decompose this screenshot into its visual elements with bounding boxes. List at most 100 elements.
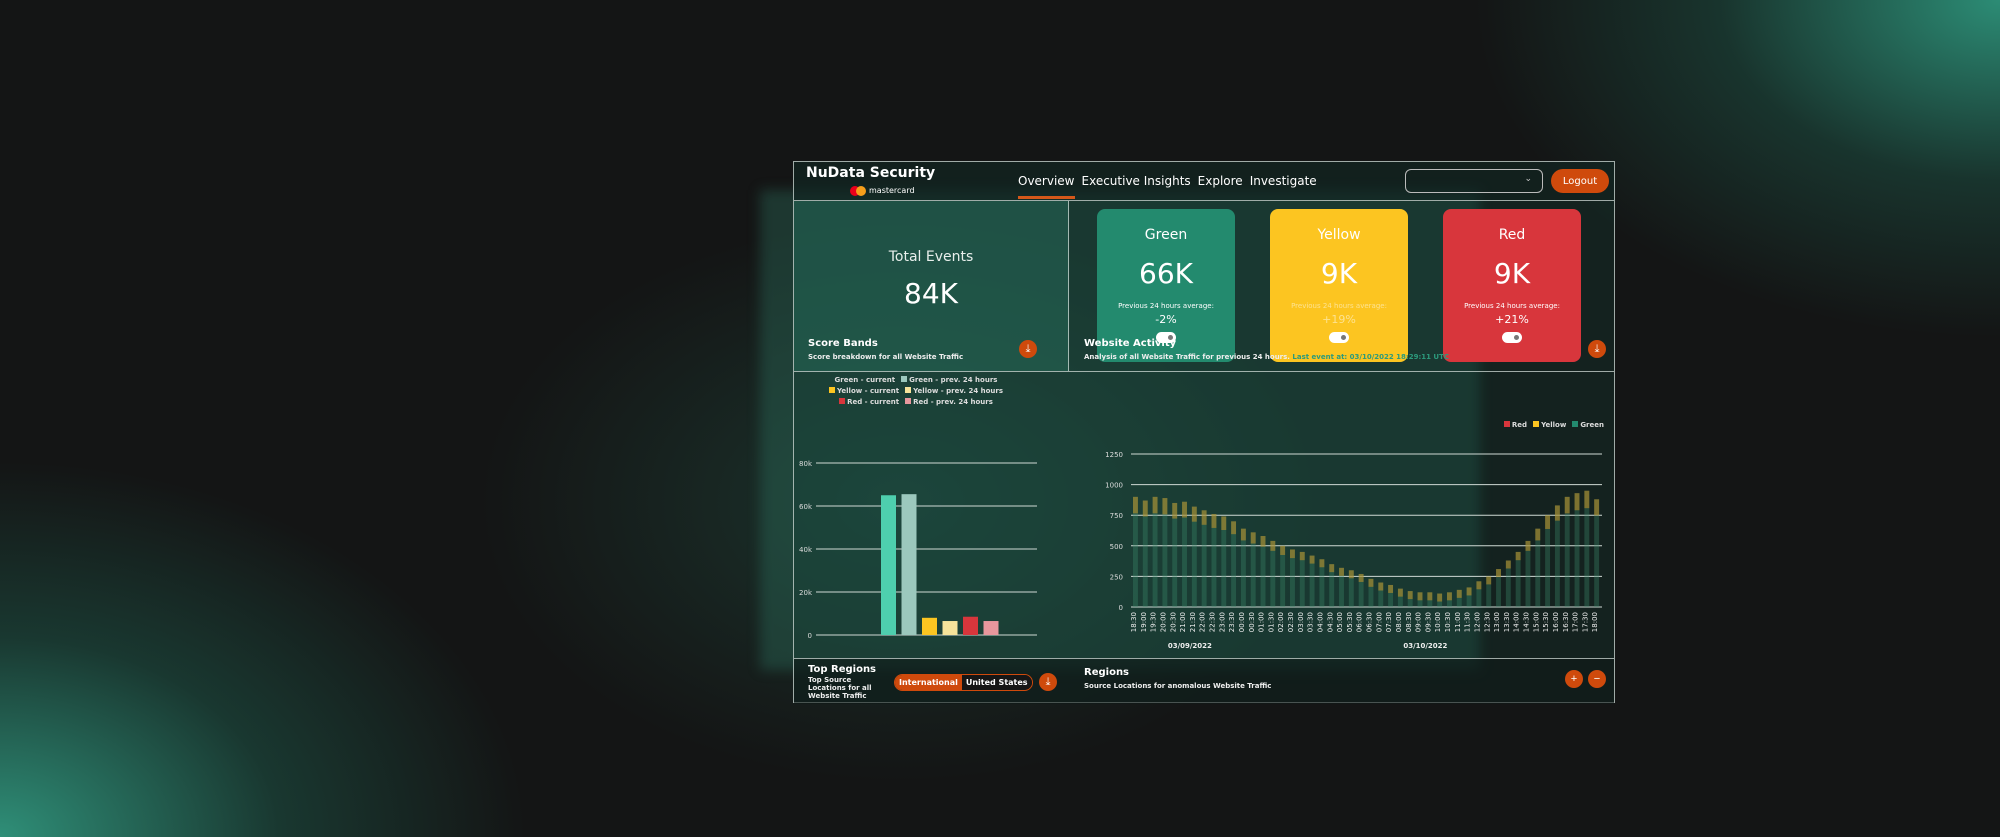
card-toggle[interactable]: [1329, 332, 1349, 343]
legend-item[interactable]: Green - current: [835, 376, 896, 384]
legend-item[interactable]: Green - prev. 24 hours: [901, 376, 997, 384]
activity-bar-green: [1309, 555, 1315, 607]
legend-item[interactable]: Yellow - prev. 24 hours: [905, 387, 1003, 395]
x-tick-label: 12:30: [1483, 612, 1491, 632]
activity-legend: Red Yellow Green: [1384, 421, 1604, 429]
legend-item[interactable]: Red - prev. 24 hours: [905, 398, 993, 406]
activity-bar-yellow: [1329, 564, 1335, 573]
total-events-value: 84K: [904, 277, 958, 310]
activity-bar-yellow: [1270, 540, 1276, 551]
x-tick-label: 02:00: [1277, 612, 1285, 632]
x-tick-label: 16:30: [1562, 612, 1570, 632]
activity-bar-yellow: [1290, 549, 1295, 559]
legend-item[interactable]: Red: [1503, 421, 1527, 429]
activity-bar-green: [1397, 588, 1403, 607]
activity-bar-green: [1476, 581, 1482, 607]
activity-bar-yellow: [1172, 502, 1178, 519]
x-tick-label: 01:00: [1258, 612, 1266, 632]
activity-bar-yellow: [1182, 501, 1187, 518]
activity-bar-yellow: [1525, 540, 1531, 551]
brand-logo: NuData Security: [806, 165, 936, 181]
card-toggle[interactable]: [1156, 332, 1176, 343]
nav-executive-insights[interactable]: Executive Insights: [1081, 174, 1191, 188]
y-tick-label: 0: [808, 632, 812, 640]
activity-bar-green: [1231, 521, 1237, 607]
zoom-in-button[interactable]: +: [1565, 670, 1583, 688]
score-bands-subtitle: Score breakdown for all Website Traffic: [808, 353, 964, 361]
activity-bar-green: [1240, 528, 1246, 607]
activity-bar-green: [1348, 570, 1354, 607]
legend-item[interactable]: Yellow: [1533, 421, 1566, 429]
legend-label: Yellow: [1541, 421, 1567, 429]
x-tick-label: 07:00: [1375, 612, 1383, 632]
card-prev-label: Previous 24 hours average:: [1118, 302, 1214, 310]
activity-bar-green: [1594, 499, 1600, 607]
x-tick-label: 11:00: [1454, 612, 1462, 632]
legend-item[interactable]: Yellow - current: [828, 387, 899, 395]
activity-bar-yellow: [1358, 573, 1364, 582]
activity-bar-green: [1172, 502, 1178, 607]
region-toggle: International United States: [894, 674, 1033, 691]
mastercard-logo: mastercard: [850, 186, 915, 196]
activity-bar-yellow: [1456, 589, 1462, 598]
x-tick-label: 10:30: [1444, 612, 1452, 632]
x-tick-label: 11:30: [1464, 612, 1472, 632]
toggle-united-states[interactable]: United States: [961, 675, 1032, 690]
x-tick-label: 05:30: [1346, 612, 1354, 632]
account-dropdown[interactable]: ⌄: [1405, 169, 1543, 193]
nav-overview[interactable]: Overview: [1018, 174, 1075, 199]
download-score-bands-button[interactable]: ⤓: [1019, 340, 1037, 358]
legend-label: Red - current: [847, 398, 900, 406]
activity-bar-yellow: [1407, 591, 1413, 600]
activity-bar-green: [1554, 505, 1560, 607]
card-value: 9K: [1320, 257, 1358, 290]
activity-bar-green: [1378, 582, 1384, 607]
x-tick-label: 18:30: [1130, 612, 1138, 632]
activity-bar-yellow: [1397, 588, 1403, 597]
zoom-out-button[interactable]: −: [1588, 670, 1606, 688]
activity-bar-green: [1496, 569, 1501, 607]
download-activity-button[interactable]: ⤓: [1588, 340, 1606, 358]
activity-bar-green: [1505, 560, 1511, 607]
card-toggle[interactable]: [1502, 332, 1522, 343]
card-change: +19%: [1322, 313, 1356, 326]
download-icon: ⤓: [1594, 343, 1600, 355]
legend-item[interactable]: Green: [1572, 421, 1604, 429]
y-tick-label: 500: [1110, 543, 1123, 551]
activity-bar-green: [1250, 532, 1256, 607]
activity-bar-green: [1329, 564, 1335, 607]
activity-bar-yellow: [1201, 510, 1207, 525]
download-icon: ⤓: [1025, 343, 1031, 355]
activity-bar-green: [1574, 493, 1580, 607]
x-tick-label: 16:00: [1552, 612, 1560, 632]
x-tick-label: 06:00: [1356, 612, 1364, 632]
activity-bar-yellow: [1496, 569, 1501, 578]
card-value: 9K: [1493, 257, 1531, 290]
activity-bar-green: [1456, 589, 1462, 607]
logout-button[interactable]: Logout: [1551, 169, 1609, 193]
activity-bar-yellow: [1221, 516, 1227, 531]
activity-bar-yellow: [1280, 545, 1286, 555]
activity-bar-green: [1260, 536, 1266, 607]
activity-bar-yellow: [1299, 551, 1305, 561]
x-tick-label: 07:30: [1385, 612, 1393, 632]
activity-bar-yellow: [1417, 592, 1423, 601]
x-tick-label: 23:30: [1228, 612, 1236, 632]
activity-bar-green: [1270, 540, 1276, 607]
nav-explore[interactable]: Explore: [1197, 174, 1243, 188]
x-tick-label: 03:00: [1297, 612, 1305, 632]
x-tick-label: 17:00: [1572, 612, 1580, 632]
activity-bar-green: [1221, 516, 1227, 607]
y-tick-label: 0: [1119, 604, 1123, 612]
x-tick-label: 06:30: [1366, 612, 1374, 632]
toggle-international[interactable]: International: [895, 675, 962, 690]
x-tick-label: 19:30: [1150, 612, 1158, 632]
x-tick-label: 13:00: [1493, 612, 1501, 632]
x-tick-label: 09:30: [1424, 612, 1432, 632]
download-regions-button[interactable]: ⤓: [1039, 673, 1057, 691]
card-prev-label: Previous 24 hours average:: [1291, 302, 1387, 310]
nav-investigate[interactable]: Investigate: [1249, 174, 1317, 188]
activity-bar-green: [1358, 573, 1364, 607]
card-title: Red: [1498, 227, 1526, 243]
legend-item[interactable]: Red - current: [839, 398, 899, 406]
